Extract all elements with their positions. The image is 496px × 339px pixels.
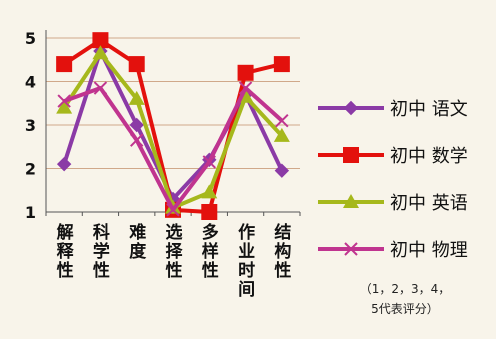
series-4-point-6	[238, 81, 253, 95]
series-4-point-3	[130, 133, 144, 147]
series-3-point-2	[92, 45, 109, 60]
legend-swatch-marker-3	[343, 194, 359, 208]
series-4-point-7	[275, 113, 289, 128]
series-3-point-1	[56, 99, 73, 114]
x-tick-label-6: 作业时间	[238, 222, 255, 300]
series-1-point-1	[56, 156, 72, 172]
series-2-point-2	[92, 32, 109, 49]
legend-item-4: 初中 物理	[318, 240, 468, 261]
series-4	[57, 81, 289, 217]
series-4-point-1	[57, 94, 71, 108]
x-tick-label-2: 科学性	[93, 222, 110, 281]
legend-swatch-marker-4-stroke-b	[344, 242, 358, 256]
legend-label-2: 初中 数学	[390, 146, 468, 167]
series-2-point-3	[128, 56, 145, 73]
legend-item-3: 初中 英语	[318, 193, 468, 214]
y-tick-label-2: 2	[25, 160, 36, 179]
series-3-point-7	[273, 127, 290, 142]
series-4-point-4-stroke-b	[166, 203, 180, 217]
y-tick-label-1: 1	[25, 203, 36, 222]
x-tick-label-7: 结构性	[274, 222, 291, 281]
y-tick-label-5: 5	[25, 29, 36, 48]
x-tick-label-3: 难度	[128, 222, 147, 262]
legend-swatch-marker-4	[344, 242, 358, 256]
legend-item-1: 初中 语文	[318, 99, 468, 120]
series-4-point-3-stroke-b	[130, 133, 144, 147]
series-4-point-2-stroke-b	[93, 81, 108, 95]
series-4-point-4	[166, 203, 180, 217]
series-1-point-3	[129, 117, 144, 133]
annotation-line-2: 5代表评分）	[371, 302, 439, 316]
x-tick-label-4: 选择性	[166, 223, 184, 281]
legend-swatch-marker-2	[343, 147, 359, 163]
series-4-point-5-stroke-b	[202, 155, 216, 169]
legend-label-4: 初中 物理	[390, 240, 468, 261]
series-4-point-6-stroke-b	[238, 81, 253, 95]
y-tick-label-3: 3	[25, 116, 36, 135]
legend-label-3: 初中 英语	[390, 193, 468, 214]
series-3-point-5	[201, 184, 218, 199]
series-2-point-7	[273, 56, 290, 73]
x-tick-label-5: 多样性	[202, 222, 219, 281]
annotation-line-1: （1，2，3，4，	[360, 282, 451, 296]
series-2-point-5	[201, 204, 218, 220]
series-4-point-1-stroke-b	[57, 94, 71, 108]
series-3-point-3	[128, 90, 145, 105]
series-4-point-7-stroke-b	[275, 113, 289, 128]
series-4-point-2	[93, 81, 108, 95]
legend-item-2: 初中 数学	[318, 146, 468, 167]
series-2-point-6	[237, 64, 254, 81]
legend-label-1: 初中 语文	[390, 99, 468, 120]
series-layer	[56, 32, 290, 220]
series-2-point-1	[56, 56, 73, 73]
x-tick-label-1: 解释性	[57, 222, 75, 281]
legend-swatch-marker-1	[343, 100, 359, 116]
series-1-point-7	[274, 163, 290, 178]
series-4-point-5	[202, 155, 216, 169]
y-tick-label-4: 4	[25, 73, 36, 92]
